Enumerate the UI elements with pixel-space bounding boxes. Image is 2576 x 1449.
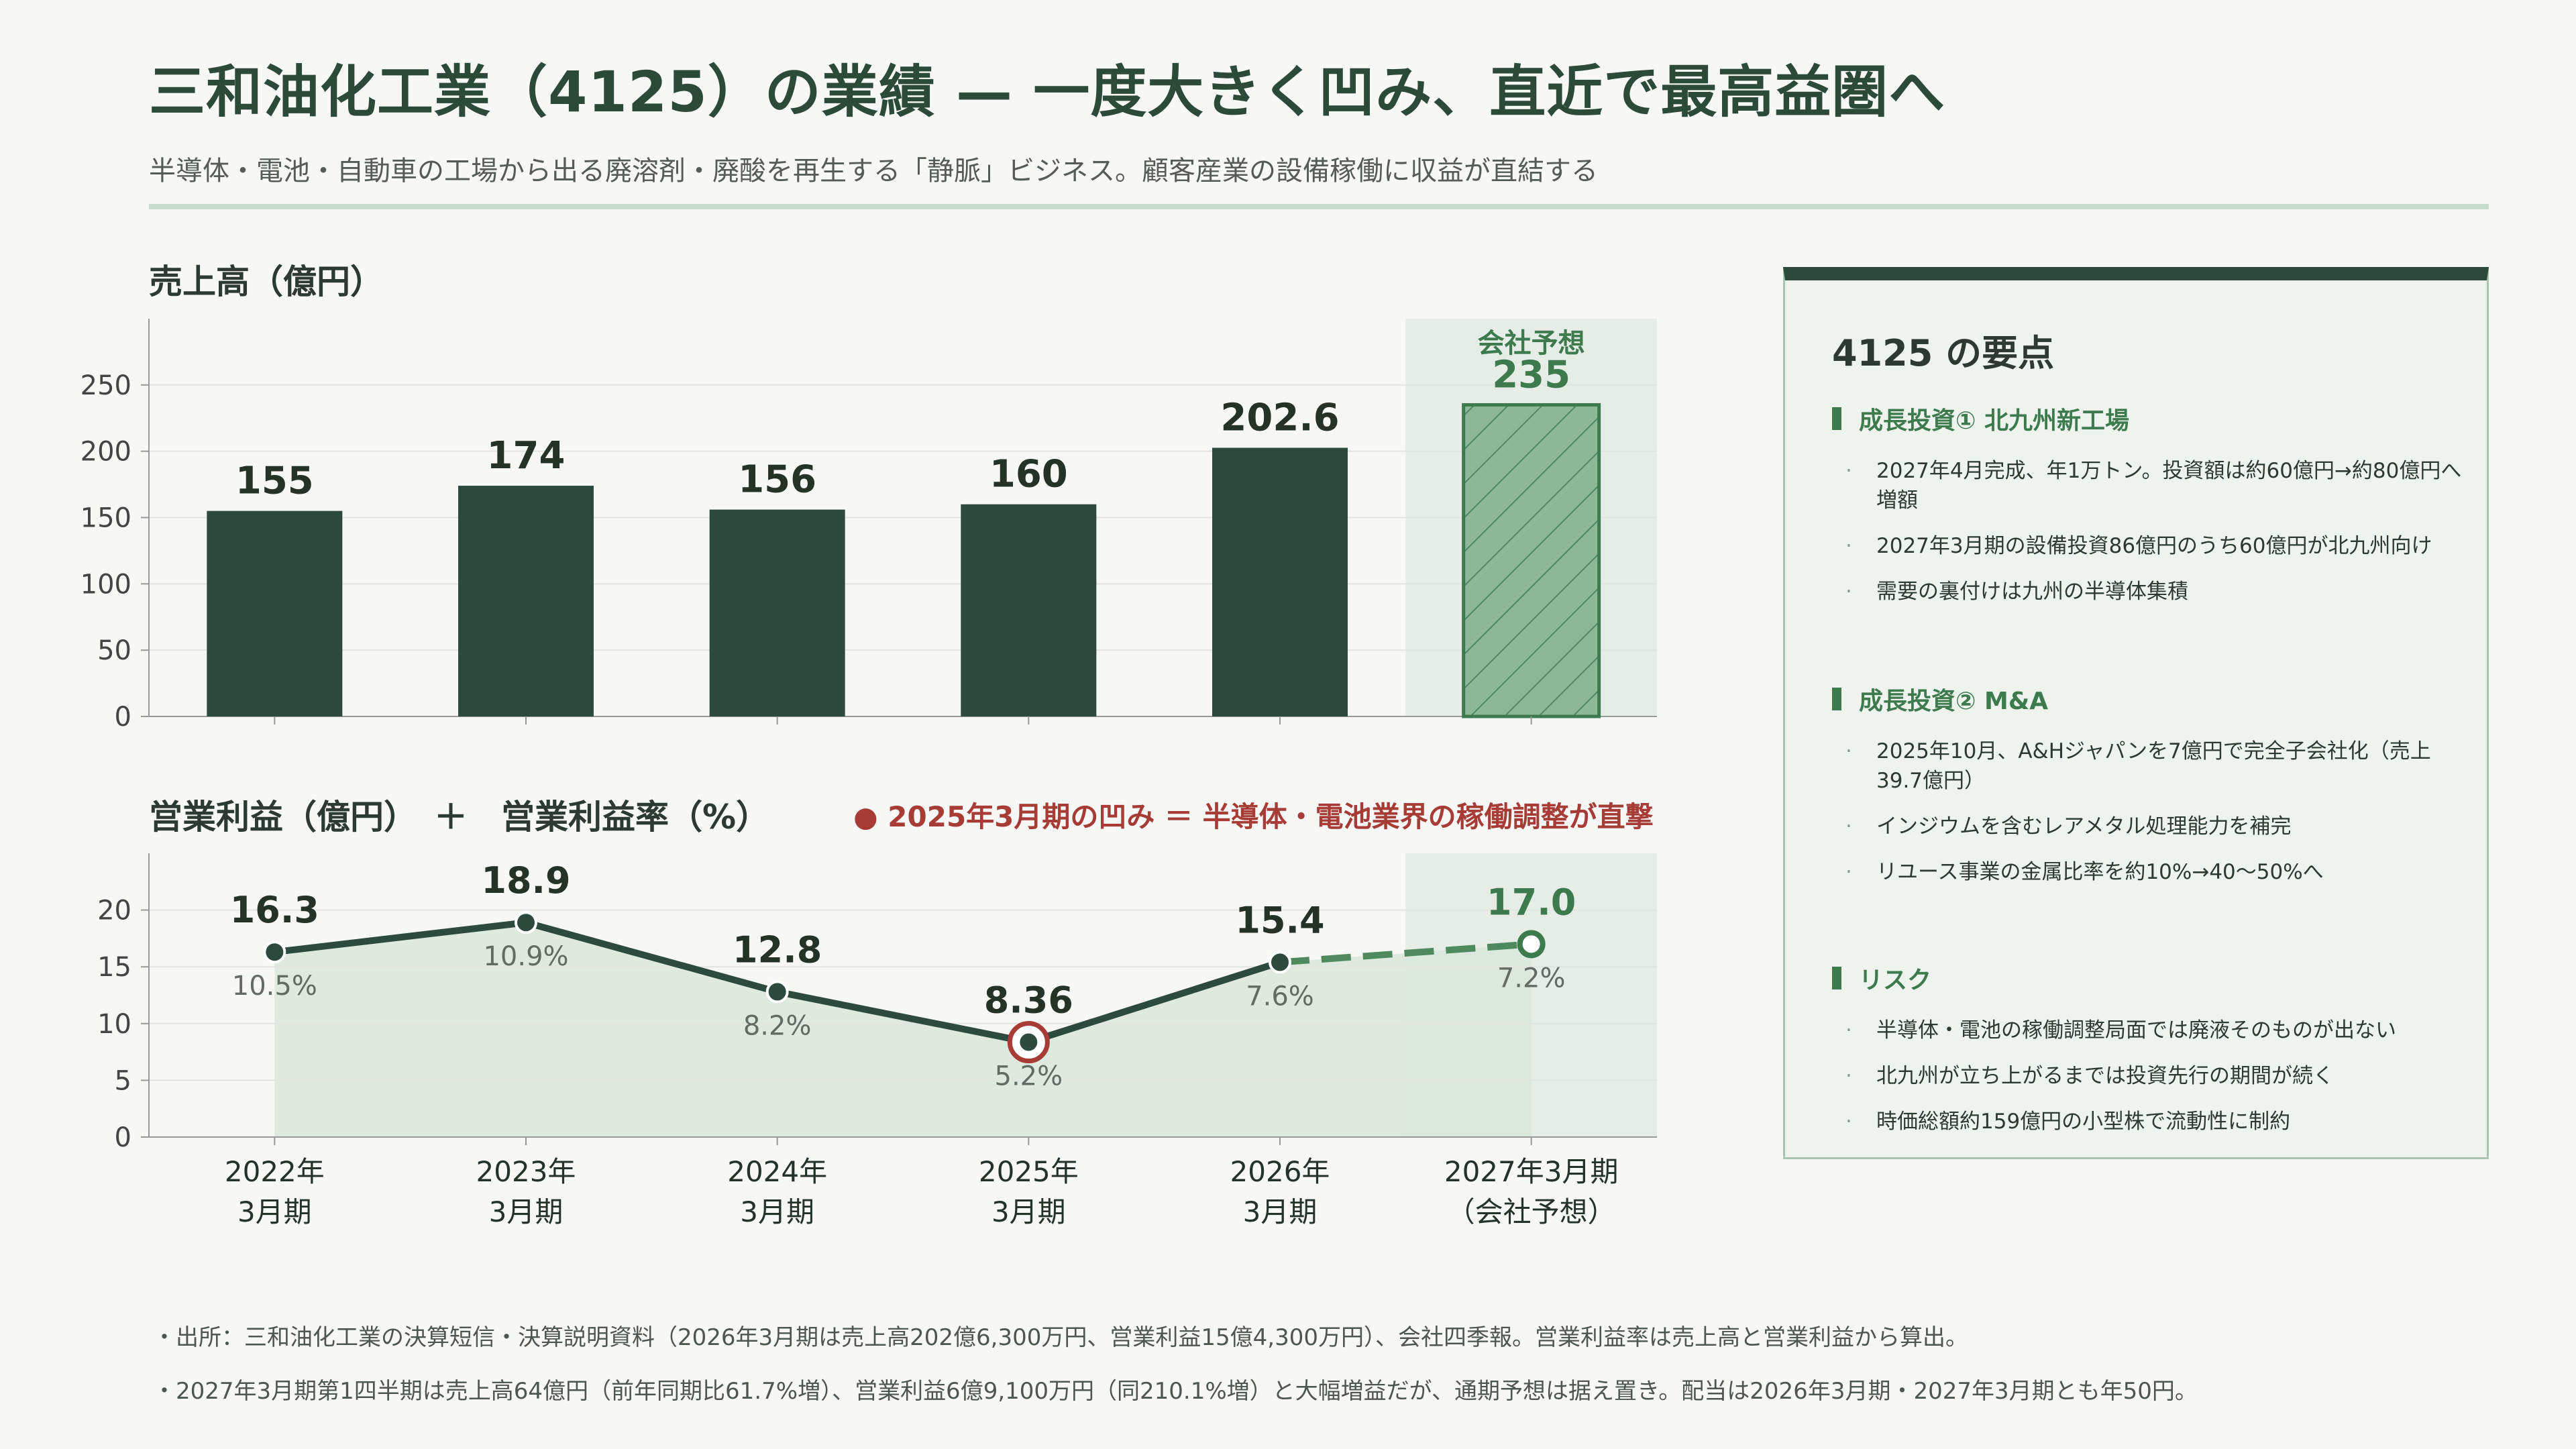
forecast-bar <box>1462 402 1601 718</box>
panel-bullet: · 半導体・電池の稼働調整局面では廃液そのものが出ない <box>1845 1018 2396 1042</box>
revenue-bar <box>207 511 343 716</box>
y-tick-label: 15 <box>97 952 131 983</box>
margin-label: 10.9% <box>483 941 568 972</box>
panel-heading-text: 成長投資① 北九州新工場 <box>1859 407 2130 435</box>
panel-section-kitakyushu: 成長投資① 北九州新工場 · 2027年4月完成、年1万トン。投資額は約60億円→… <box>1832 401 2469 623</box>
y-tick-label: 200 <box>80 437 131 468</box>
bullet-text: 半導体・電池の稼働調整局面では廃液そのものが出ない <box>1876 1018 2396 1042</box>
bullet-text: 需要の裏付けは九州の半導体集積 <box>1876 580 2188 604</box>
panel-bullet: · 2025年10月、A&Hジャパンを7億円で完全子会社化（売上39.7億円） <box>1845 739 2431 793</box>
panel-bullet: · 時価総額約159億円の小型株で流動性に制約 <box>1845 1110 2291 1134</box>
y-tick-label: 20 <box>97 896 131 926</box>
page-subtitle: 半導体・電池・自動車の工場から出る廃溶剤・廃酸を再生する「静脈」ビジネス。顧客産… <box>149 156 1598 186</box>
x-tick-label: 2023年 <box>476 1155 576 1188</box>
bar-value-label: 174 <box>487 434 566 478</box>
panel-heading-text: 成長投資② M&A <box>1859 688 2049 715</box>
revenue-bar-chart: 会社予想 0 50 100 150 200 250 155 174 156 160 202.6 235 <box>80 319 1657 733</box>
forecast-point <box>1517 930 1546 959</box>
margin-label: 7.2% <box>1497 963 1566 994</box>
x-tick-label: 2025年 <box>979 1155 1079 1188</box>
y-tick-label: 0 <box>115 702 131 733</box>
panel-heading: 成長投資② M&A <box>1832 682 2469 716</box>
panel-heading: リスク <box>1832 961 2469 996</box>
bullet-text: 2025年10月、A&Hジャパンを7億円で完全子会社化（売上39.7億円） <box>1876 739 2431 793</box>
bullet-text: 北九州が立ち上がるまでは投資先行の期間が続く <box>1876 1064 2334 1088</box>
panel-bullet: · 需要の裏付けは九州の半導体集積 <box>1845 580 2188 604</box>
panel-bullet: · 2027年3月期の設備投資86億円のうち60億円が北九州向け <box>1845 534 2432 558</box>
panel-bullet: · 北九州が立ち上がるまでは投資先行の期間が続く <box>1845 1064 2334 1088</box>
profit-line-chart: 0 5 10 15 20 16.3 10.5% 2022年 3月期 18.9 10.9% 2023年 3… <box>97 853 1657 1228</box>
profit-chart-title: 営業利益（億円） ＋ 営業利益率（%） <box>149 798 770 837</box>
profit-point <box>515 911 537 934</box>
y-tick-label: 10 <box>97 1009 131 1040</box>
panel-heading: 成長投資① 北九州新工場 <box>1832 401 2469 436</box>
x-tick-label: 2022年 <box>225 1155 325 1188</box>
bar-value-label: 160 <box>989 453 1068 496</box>
revenue-bar <box>1212 447 1348 716</box>
x-tick-label: （会社予想） <box>1447 1195 1616 1228</box>
revenue-bar <box>709 509 845 716</box>
profit-point <box>765 980 789 1004</box>
bar-value-label: 235 <box>1492 353 1570 396</box>
x-tick-label: 3月期 <box>237 1195 312 1228</box>
panel-heading-text: リスク <box>1859 967 1932 994</box>
bar-value-label: 155 <box>235 460 314 503</box>
panel-section-ma: 成長投資② M&A · 2025年10月、A&Hジャパンを7億円で完全子会社化（売… <box>1832 682 2469 903</box>
profit-value-label: 8.36 <box>984 979 1073 1022</box>
y-tick-label: 150 <box>80 503 131 534</box>
panel-title: 4125 の要点 <box>1832 332 2055 374</box>
profit-value-label: 16.3 <box>230 889 319 931</box>
y-tick-label: 250 <box>80 370 131 401</box>
panel-bullet: · 2027年4月完成、年1万トン。投資額は約60億円→約80億円へ増額 <box>1845 459 2462 513</box>
heading-marker <box>1832 688 1841 710</box>
profit-value-label: 17.0 <box>1487 881 1576 923</box>
panel-bullet: · インジウムを含むレアメタル処理能力を補完 <box>1845 814 2292 839</box>
bullet-text: 2027年3月期の設備投資86億円のうち60億円が北九州向け <box>1876 534 2432 558</box>
profit-point <box>1269 951 1291 974</box>
margin-label: 8.2% <box>743 1010 812 1041</box>
margin-label: 10.5% <box>232 971 317 1002</box>
heading-marker <box>1832 967 1841 989</box>
margin-label: 7.6% <box>1246 981 1314 1012</box>
x-tick-label: 3月期 <box>991 1195 1066 1228</box>
profit-point <box>263 941 286 964</box>
x-tick-label: 2024年 <box>727 1155 827 1188</box>
profit-area <box>274 922 1532 1137</box>
header-divider <box>149 204 2489 209</box>
x-tick-label: 3月期 <box>740 1195 814 1228</box>
bullet-text: インジウムを含むレアメタル処理能力を補完 <box>1876 814 2292 839</box>
heading-marker <box>1832 407 1841 430</box>
profit-value-label: 15.4 <box>1235 899 1324 941</box>
profit-value-label: 18.9 <box>481 859 570 902</box>
margin-label: 5.2% <box>995 1061 1063 1092</box>
revenue-bar <box>961 504 1097 716</box>
y-tick-label: 50 <box>97 635 131 666</box>
footnote-q1: ・2027年3月期第1四半期は売上高64億円（前年同期比61.7%増）、営業利益… <box>153 1378 2198 1405</box>
x-tick-label: 2026年 <box>1230 1155 1330 1188</box>
forecast-label: 会社予想 <box>1478 328 1585 359</box>
bullet-text: 2027年4月完成、年1万トン。投資額は約60億円→約80億円へ増額 <box>1876 459 2462 513</box>
bar-value-label: 202.6 <box>1220 396 1339 440</box>
bar-value-label: 156 <box>738 458 816 502</box>
page-title: 三和油化工業（4125）の業績 — 一度大きく凹み、直近で最高益圏へ <box>149 59 1946 125</box>
bullet-text: 時価総額約159億円の小型株で流動性に制約 <box>1876 1110 2291 1134</box>
x-tick-label: 3月期 <box>489 1195 564 1228</box>
dip-annotation: ● 2025年3月期の凹み ＝ 半導体・電池業界の稼働調整が直撃 <box>853 800 1654 833</box>
profit-forecast-line <box>1279 941 1532 966</box>
footnote-source: ・出所：三和油化工業の決算短信・決算説明資料（2026年3月期は売上高202億6… <box>153 1324 1968 1351</box>
y-tick-label: 0 <box>115 1122 131 1153</box>
x-tick-label: 3月期 <box>1243 1195 1318 1228</box>
bullet-text: リユース事業の金属比率を約10%→40〜50%へ <box>1876 860 2324 884</box>
revenue-bar <box>458 486 594 716</box>
x-tick-label: 2027年3月期 <box>1444 1155 1619 1188</box>
y-tick-label: 100 <box>80 569 131 600</box>
profit-point <box>1020 1033 1038 1051</box>
y-tick-label: 5 <box>115 1065 131 1096</box>
key-points-panel: 4125 の要点 成長投資① 北九州新工場 · 2027年4月完成、年1万トン。投… <box>1783 267 2489 1159</box>
profit-value-label: 12.8 <box>733 928 822 971</box>
revenue-chart-title: 売上高（億円） <box>149 262 384 301</box>
panel-section-risk: リスク · 半導体・電池の稼働調整局面では廃液そのものが出ない · 北九州が立ち上が… <box>1832 961 2469 1152</box>
panel-bullet: · リユース事業の金属比率を約10%→40〜50%へ <box>1845 860 2324 884</box>
